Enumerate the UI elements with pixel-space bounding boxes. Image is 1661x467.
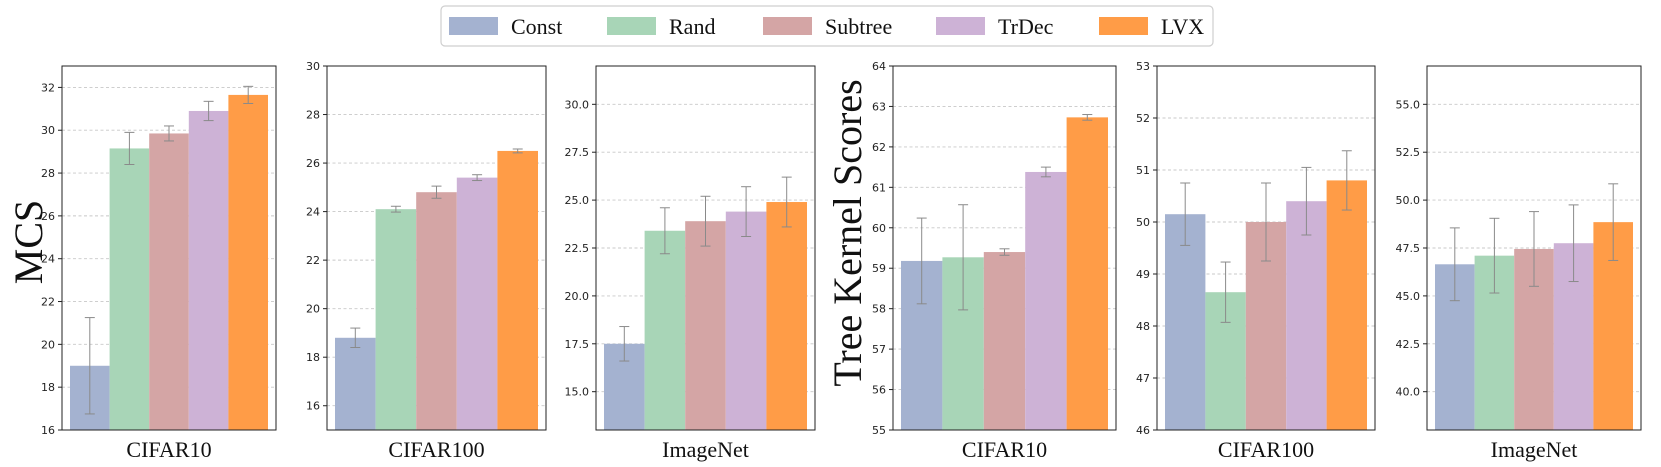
legend-swatch-lvx: [1099, 17, 1148, 35]
y-tick-label: 55: [872, 424, 886, 437]
y-tick-label: 26: [306, 157, 320, 170]
y-tick-label: 30.0: [565, 98, 590, 111]
bar-trdec: [1025, 171, 1067, 430]
y-tick-label: 58: [872, 303, 886, 316]
y-axis-label-tree-kernel-scores: Tree Kernel Scores: [825, 79, 870, 386]
y-tick-label: 24: [306, 206, 320, 219]
bar-lvx: [228, 94, 268, 430]
chart-panel-4: 46 47 48 49 50 51 52 53 CIFAR100: [1136, 60, 1376, 462]
chart-panel-5: 40.0 42.5 45.0 47.5 50.0 52.5 55.0 ImageNet: [1396, 65, 1642, 462]
y-tick-label: 16: [41, 424, 55, 437]
y-axis-label-mcs: MCS: [6, 200, 51, 285]
y-tick-label: 15.0: [565, 386, 590, 399]
axes-frame: [892, 65, 1117, 431]
bar-lvx: [766, 202, 807, 430]
bar-trdec: [188, 110, 229, 430]
y-tick-label: 26: [41, 210, 55, 223]
bar-subtree: [983, 252, 1026, 430]
y-tick-label: 63: [872, 100, 886, 113]
y-tick-label: 45.0: [1396, 290, 1421, 303]
y-tick-label: 28: [41, 167, 55, 180]
legend-label-const: Const: [511, 14, 562, 39]
y-tick-label: 48: [1136, 320, 1150, 333]
x-axis-label: CIFAR100: [1218, 437, 1314, 462]
bar-lvx: [497, 150, 538, 430]
y-tick-label: 32: [41, 81, 55, 94]
y-tick-label: 25.0: [565, 194, 590, 207]
y-tick-label: 47.5: [1396, 242, 1421, 255]
bar-lvx: [1066, 117, 1108, 430]
chart-panel-2: 15.0 17.5 20.0 22.5 25.0 27.5 30.0 ImageNet: [565, 65, 816, 462]
y-tick-label: 18: [306, 351, 320, 364]
y-tick-label: 61: [872, 181, 886, 194]
bar-lvx: [1326, 180, 1367, 430]
bar-rand: [109, 148, 150, 430]
y-tick-label: 52.5: [1396, 146, 1421, 159]
legend-label-trdec: TrDec: [998, 14, 1054, 39]
y-tick-label: 20: [306, 303, 320, 316]
bar-subtree: [685, 221, 726, 430]
y-tick-label: 52: [1136, 112, 1150, 125]
y-tick-label: 40.0: [1396, 386, 1421, 399]
x-axis-label: CIFAR10: [126, 437, 211, 462]
y-tick-label: 24: [41, 253, 55, 266]
axes-frame: [326, 65, 547, 431]
bar-subtree: [149, 133, 189, 430]
y-tick-label: 64: [872, 60, 886, 73]
legend-swatch-rand: [607, 17, 656, 35]
y-tick-label: 56: [872, 384, 886, 397]
y-tick-label: 57: [872, 343, 886, 356]
chart-panel-1: 16 18 20 22 24 26 28 30 CIFAR100: [306, 60, 547, 462]
y-tick-label: 20: [41, 338, 55, 351]
y-tick-label: 46: [1136, 424, 1150, 437]
legend-frame: [440, 5, 1214, 47]
legend: Const Rand Subtree TrDec LVX: [440, 5, 1214, 47]
y-tick-label: 49: [1136, 268, 1150, 281]
x-axis-label: ImageNet: [662, 437, 749, 462]
legend-swatch-trdec: [936, 17, 985, 35]
y-tick-label: 16: [306, 400, 320, 413]
bar-const: [1165, 214, 1206, 430]
y-tick-label: 50.0: [1396, 194, 1421, 207]
y-tick-label: 42.5: [1396, 338, 1421, 351]
legend-label-subtree: Subtree: [825, 14, 892, 39]
y-tick-label: 51: [1136, 164, 1150, 177]
y-tick-label: 60: [872, 222, 886, 235]
y-tick-label: 53: [1136, 60, 1150, 73]
y-tick-label: 17.5: [565, 338, 590, 351]
bar-const: [335, 337, 376, 430]
axes-frame: [1156, 65, 1376, 431]
y-tick-label: 59: [872, 262, 886, 275]
y-tick-label: 20.0: [565, 290, 590, 303]
bar-rand: [375, 209, 417, 430]
legend-label-rand: Rand: [669, 14, 715, 39]
x-axis-label: CIFAR100: [388, 437, 484, 462]
y-tick-label: 28: [306, 109, 320, 122]
y-tick-label: 50: [1136, 216, 1150, 229]
legend-label-lvx: LVX: [1161, 14, 1204, 39]
bar-trdec: [725, 211, 767, 430]
y-tick-label: 22: [41, 296, 55, 309]
bar-trdec: [1286, 201, 1327, 430]
y-tick-label: 27.5: [565, 146, 590, 159]
axes-frame: [61, 65, 277, 431]
x-axis-label: ImageNet: [1491, 437, 1578, 462]
y-tick-label: 30: [306, 60, 320, 73]
bar-trdec: [456, 177, 498, 430]
legend-swatch-subtree: [763, 17, 812, 35]
chart-panel-0: 16 18 20 22 24 26 28 30 32 CIFAR10: [41, 65, 277, 462]
chart-panel-3: 55 56 57 58 59 60 61 62 63 64 CIFAR10: [872, 60, 1117, 462]
y-tick-label: 55.0: [1396, 98, 1421, 111]
x-axis-label: CIFAR10: [962, 437, 1047, 462]
y-tick-label: 22: [306, 254, 320, 267]
y-tick-label: 47: [1136, 372, 1150, 385]
y-tick-label: 30: [41, 124, 55, 137]
y-tick-label: 62: [872, 141, 886, 154]
bar-subtree: [416, 192, 457, 430]
y-tick-label: 22.5: [565, 242, 590, 255]
y-tick-label: 18: [41, 381, 55, 394]
bar-rand: [644, 230, 686, 430]
legend-swatch-const: [449, 17, 498, 35]
